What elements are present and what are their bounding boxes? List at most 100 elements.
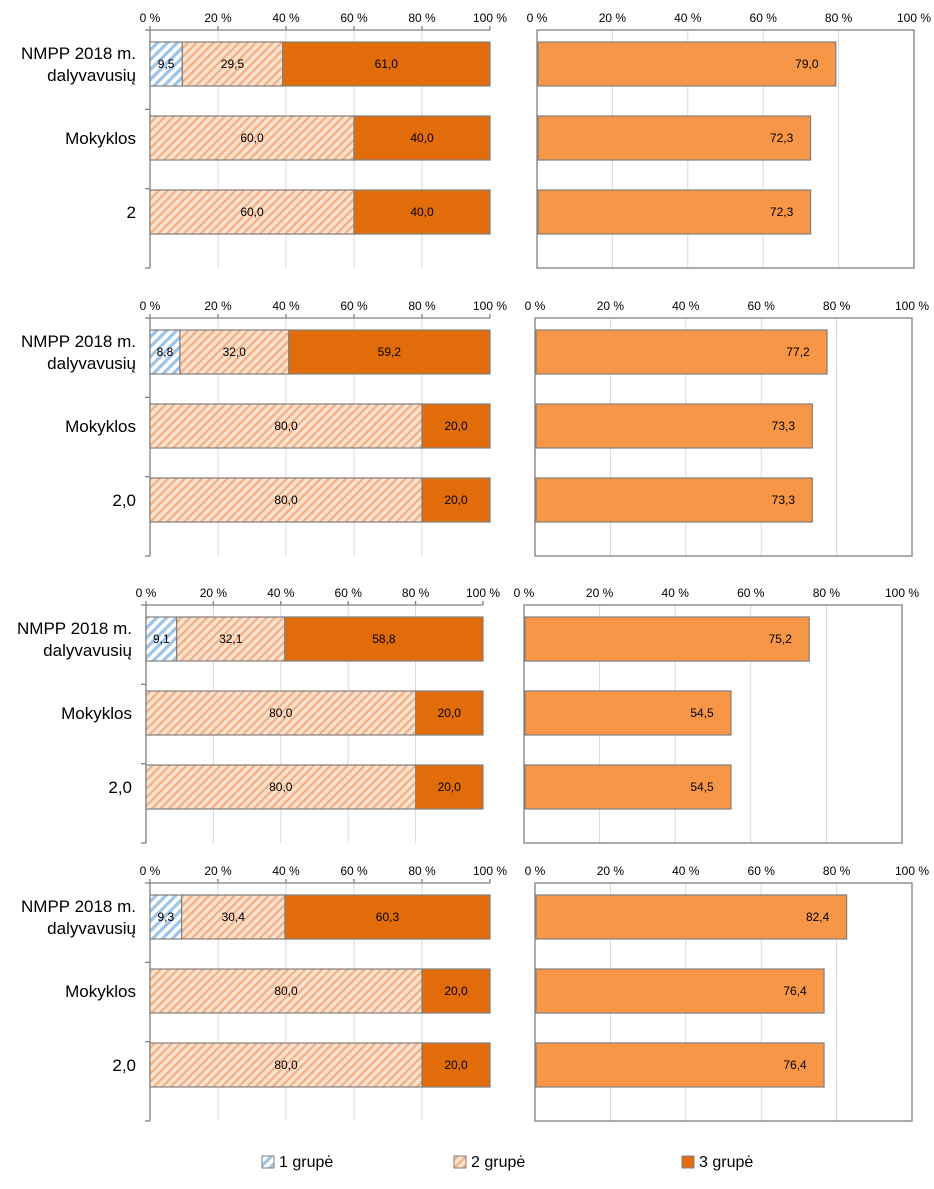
bar-3-grupe bbox=[284, 616, 484, 662]
data-label: 73,3 bbox=[772, 419, 796, 433]
data-label: 73,3 bbox=[772, 493, 796, 507]
x-tick-label: 20 % bbox=[599, 11, 627, 25]
plot-frame bbox=[523, 604, 903, 844]
data-label: 9,1 bbox=[153, 632, 170, 646]
category-label: NMPP 2018 m. dalyvavusių bbox=[21, 44, 136, 85]
data-label: 54,5 bbox=[690, 780, 714, 794]
data-label: 79,0 bbox=[795, 57, 819, 71]
x-tick-label: 40 % bbox=[272, 299, 300, 313]
x-tick-label: 0 % bbox=[140, 864, 161, 878]
x-tick-label: 60 % bbox=[750, 11, 778, 25]
data-label: 20,0 bbox=[438, 706, 462, 720]
bar-value bbox=[535, 329, 828, 375]
category-label: Mokyklos bbox=[61, 704, 132, 723]
bar-3-grupe bbox=[353, 189, 491, 235]
data-label: 77,2 bbox=[786, 345, 810, 359]
data-label: 29,5 bbox=[221, 57, 245, 71]
x-tick-label: 60 % bbox=[340, 299, 368, 313]
x-tick-label: 40 % bbox=[672, 299, 700, 313]
x-tick-label: 100 % bbox=[895, 299, 929, 313]
data-label: 61,0 bbox=[375, 57, 399, 71]
data-label: 76,4 bbox=[783, 1058, 807, 1072]
bar-3-grupe bbox=[353, 115, 491, 161]
data-label: 80,0 bbox=[274, 493, 298, 507]
bar-value bbox=[537, 115, 812, 161]
data-label: 30,4 bbox=[222, 910, 246, 924]
legend-swatch bbox=[681, 1155, 695, 1169]
x-tick-label: 100 % bbox=[895, 864, 929, 878]
x-tick-label: 0 % bbox=[514, 586, 535, 600]
category-label: NMPP 2018 m. dalyvavusių bbox=[21, 332, 136, 373]
chart-panel-5: 0 % 20 % 40 % 60 % 80 % 100 % NMPP 2018 m. daly… bbox=[17, 586, 500, 844]
x-tick-label: 20 % bbox=[586, 586, 614, 600]
data-label: 72,3 bbox=[770, 205, 794, 219]
bar-2-grupe bbox=[145, 690, 417, 736]
data-label: 58,8 bbox=[372, 632, 396, 646]
bar-value bbox=[535, 1042, 825, 1088]
category-label: 2,0 bbox=[112, 491, 136, 510]
data-label: 20,0 bbox=[444, 493, 468, 507]
plot-frame bbox=[536, 29, 915, 269]
category-label: 2,0 bbox=[112, 1056, 136, 1075]
chart-panel-7: 0 % 20 % 40 % 60 % 80 % 100 % NMPP 2018 m. daly… bbox=[21, 864, 507, 1122]
x-tick-label: 0 % bbox=[525, 864, 546, 878]
data-label: 9,5 bbox=[158, 57, 175, 71]
x-tick-label: 40 % bbox=[674, 11, 702, 25]
bar-3-grupe bbox=[415, 764, 484, 810]
x-tick-label: 100 % bbox=[897, 11, 931, 25]
x-tick-label: 20 % bbox=[204, 864, 232, 878]
legend: 1 grupė 2 grupė 3 grupė bbox=[261, 1154, 753, 1171]
legend-label: 1 grupė bbox=[279, 1154, 333, 1171]
x-tick-label: 80 % bbox=[823, 864, 851, 878]
data-label: 20,0 bbox=[438, 780, 462, 794]
bar-3-grupe bbox=[284, 894, 491, 940]
legend-label: 3 grupė bbox=[699, 1154, 753, 1171]
data-label: 9,3 bbox=[157, 910, 174, 924]
x-tick-label: 100 % bbox=[473, 299, 507, 313]
data-label: 72,3 bbox=[770, 131, 794, 145]
x-tick-label: 80 % bbox=[408, 299, 436, 313]
bar-3-grupe bbox=[421, 968, 491, 1014]
chart-panel-8: 0 % 20 % 40 % 60 % 80 % 100 % 82,4 76,4 76,4 bbox=[525, 864, 929, 1122]
chart-panel-1: 0 % 20 % 40 % 60 % 80 % 100 % NMPP 2018 m. daly… bbox=[21, 11, 507, 269]
x-tick-label: 100 % bbox=[473, 864, 507, 878]
plot-frame bbox=[534, 882, 913, 1122]
x-tick-label: 80 % bbox=[408, 864, 436, 878]
x-tick-label: 0 % bbox=[136, 586, 157, 600]
data-label: 76,4 bbox=[783, 984, 807, 998]
x-tick-label: 60 % bbox=[340, 11, 368, 25]
x-tick-label: 60 % bbox=[737, 586, 765, 600]
data-label: 82,4 bbox=[806, 910, 830, 924]
data-label: 8,8 bbox=[157, 345, 174, 359]
bar-value bbox=[524, 616, 810, 662]
bar-2-grupe bbox=[181, 41, 284, 87]
bar-2-grupe bbox=[145, 764, 417, 810]
data-label: 32,1 bbox=[219, 632, 243, 646]
bar-2-grupe bbox=[149, 189, 355, 235]
chart-panel-4: 0 % 20 % 40 % 60 % 80 % 100 % 77,2 73,3 73,3 bbox=[525, 299, 929, 557]
bar-2-grupe bbox=[176, 616, 286, 662]
data-label: 20,0 bbox=[444, 1058, 468, 1072]
x-tick-label: 40 % bbox=[272, 11, 300, 25]
data-label: 20,0 bbox=[444, 984, 468, 998]
x-tick-label: 0 % bbox=[525, 299, 546, 313]
bar-2-grupe bbox=[149, 1042, 423, 1088]
category-label: 2,0 bbox=[108, 778, 132, 797]
bar-value bbox=[524, 690, 732, 736]
data-label: 80,0 bbox=[274, 984, 298, 998]
x-tick-label: 40 % bbox=[662, 586, 690, 600]
x-tick-label: 0 % bbox=[140, 299, 161, 313]
bar-3-grupe bbox=[421, 403, 491, 449]
charts-group: 0 % 20 % 40 % 60 % 80 % 100 %NMPP 2018 m. daly… bbox=[17, 11, 931, 1122]
category-label: 2 bbox=[127, 203, 136, 222]
bar-3-grupe bbox=[421, 477, 491, 523]
x-tick-label: 40 % bbox=[272, 864, 300, 878]
bar-1-grupe bbox=[149, 894, 183, 940]
data-label: 20,0 bbox=[444, 419, 468, 433]
bar-value bbox=[535, 894, 848, 940]
x-tick-label: 40 % bbox=[672, 864, 700, 878]
data-label: 75,2 bbox=[769, 632, 793, 646]
category-label: Mokyklos bbox=[65, 982, 136, 1001]
data-label: 80,0 bbox=[269, 706, 293, 720]
data-label: 60,0 bbox=[240, 205, 264, 219]
